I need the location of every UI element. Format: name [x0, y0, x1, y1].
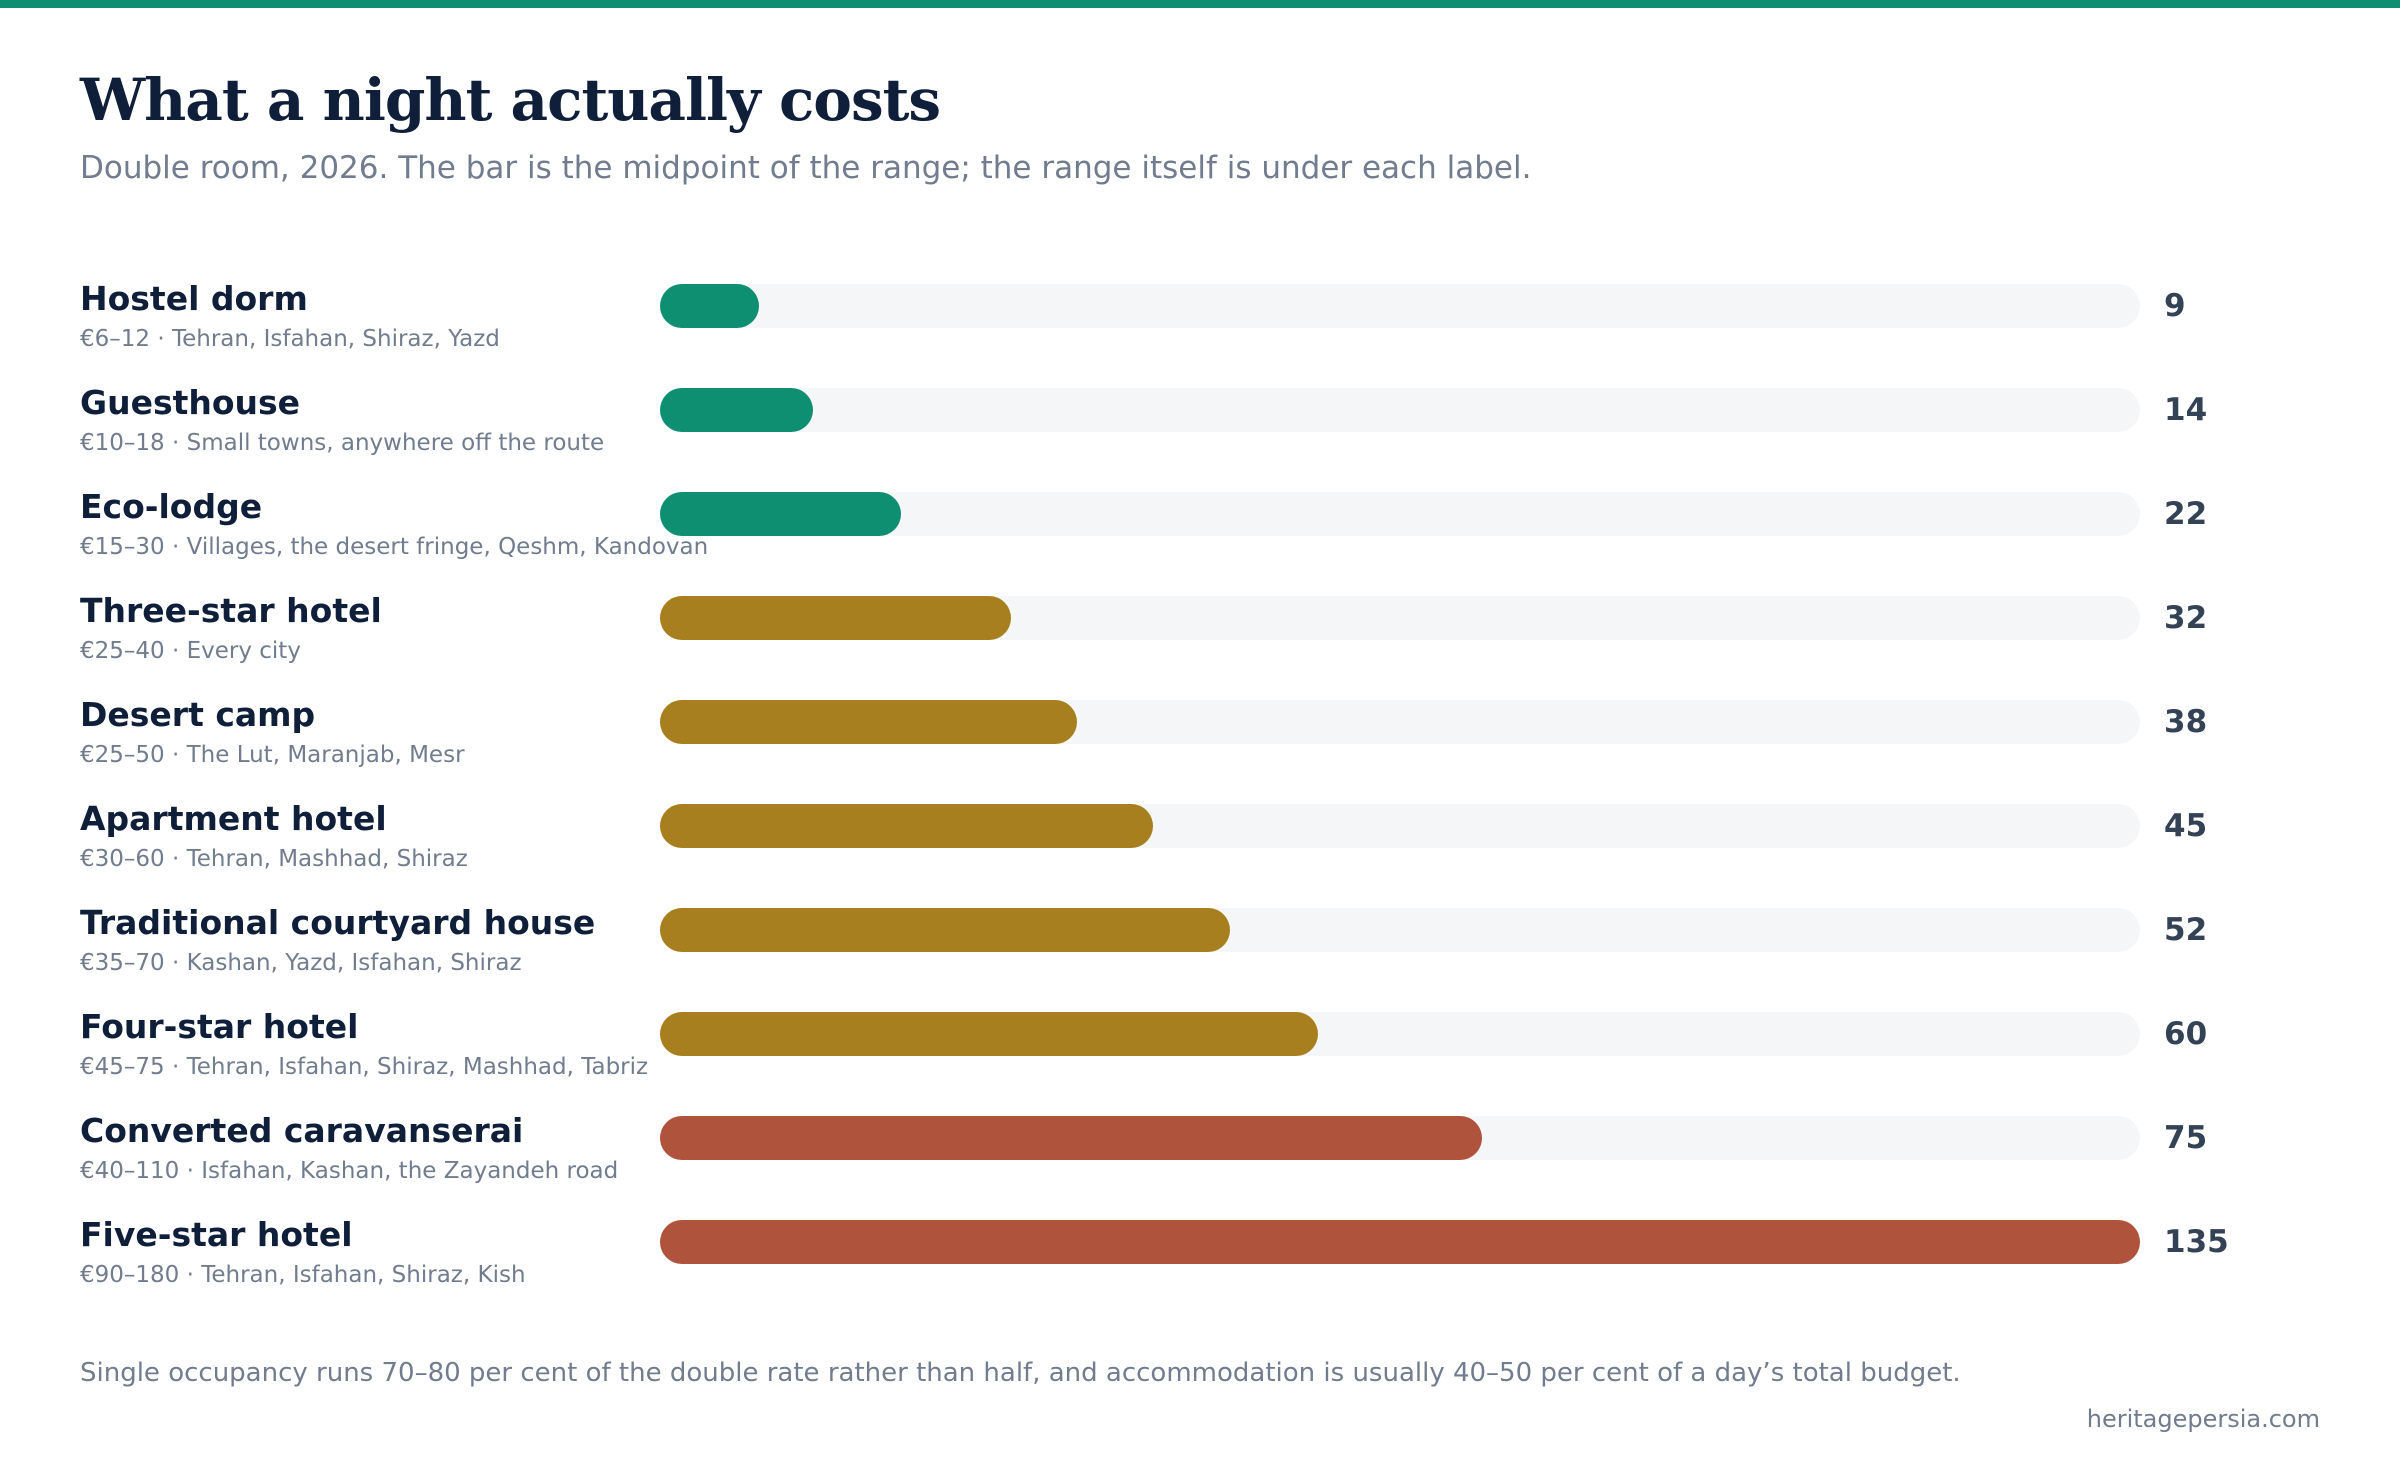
bar: [660, 700, 1077, 744]
price-range-note: €10–18 · Small towns, anywhere off the r…: [80, 430, 605, 456]
category-label: Five-star hotel: [80, 1215, 353, 1254]
price-range-note: €25–40 · Every city: [80, 638, 301, 664]
category-label: Guesthouse: [80, 383, 301, 422]
chart-row: Converted caravanserai €40–110 · Isfahan,…: [0, 1092, 2400, 1196]
value-label: 9: [2164, 288, 2186, 324]
chart-row: Four-star hotel €45–75 · Tehran, Isfahan,…: [0, 988, 2400, 1092]
chart-row: Guesthouse €10–18 · Small towns, anywhere…: [0, 364, 2400, 468]
category-label: Desert camp: [80, 695, 316, 734]
chart-row: Three-star hotel €25–40 · Every city 32: [0, 572, 2400, 676]
price-range-note: €6–12 · Tehran, Isfahan, Shiraz, Yazd: [80, 326, 500, 352]
chart-row: Hostel dorm €6–12 · Tehran, Isfahan, Shir…: [0, 260, 2400, 364]
bar-track: [660, 1116, 2140, 1160]
chart-row: Traditional courtyard house €35–70 · Kash…: [0, 884, 2400, 988]
chart-row: Desert camp €25–50 · The Lut, Maranjab, M…: [0, 676, 2400, 780]
bar-track: [660, 1220, 2140, 1264]
bar: [660, 1012, 1318, 1056]
value-label: 38: [2164, 704, 2208, 740]
price-range-note: €25–50 · The Lut, Maranjab, Mesr: [80, 742, 465, 768]
category-label: Traditional courtyard house: [80, 903, 596, 942]
price-range-note: €90–180 · Tehran, Isfahan, Shiraz, Kish: [80, 1262, 526, 1288]
bar-track: [660, 804, 2140, 848]
category-label: Three-star hotel: [80, 591, 382, 630]
price-range-note: €40–110 · Isfahan, Kashan, the Zayandeh …: [80, 1158, 619, 1184]
value-label: 22: [2164, 496, 2208, 532]
value-label: 135: [2164, 1224, 2229, 1260]
chart-row: Apartment hotel €30–60 · Tehran, Mashhad,…: [0, 780, 2400, 884]
bar: [660, 1116, 1482, 1160]
accent-top-bar: [0, 0, 2400, 8]
footnote: Single occupancy runs 70–80 per cent of …: [80, 1358, 1961, 1388]
bar-track: [660, 596, 2140, 640]
bar: [660, 492, 901, 536]
bar-track: [660, 700, 2140, 744]
bar-chart: Hostel dorm €6–12 · Tehran, Isfahan, Shir…: [0, 260, 2400, 1310]
category-label: Apartment hotel: [80, 799, 387, 838]
chart-row: Five-star hotel €90–180 · Tehran, Isfahan…: [0, 1196, 2400, 1300]
value-label: 60: [2164, 1016, 2208, 1052]
bar: [660, 596, 1011, 640]
price-range-note: €15–30 · Villages, the desert fringe, Qe…: [80, 534, 709, 560]
value-label: 52: [2164, 912, 2208, 948]
bar-track: [660, 388, 2140, 432]
bar: [660, 284, 759, 328]
value-label: 75: [2164, 1120, 2208, 1156]
category-label: Eco-lodge: [80, 487, 263, 526]
chart-row: Eco-lodge €15–30 · Villages, the desert f…: [0, 468, 2400, 572]
bar-track: [660, 1012, 2140, 1056]
value-label: 14: [2164, 392, 2208, 428]
source-credit: heritagepersia.com: [2086, 1405, 2320, 1433]
bar: [660, 908, 1230, 952]
bar-track: [660, 908, 2140, 952]
price-range-note: €45–75 · Tehran, Isfahan, Shiraz, Mashha…: [80, 1054, 649, 1080]
chart-title: What a night actually costs: [80, 66, 941, 134]
bar-track: [660, 284, 2140, 328]
bar: [660, 388, 813, 432]
bar: [660, 1220, 2140, 1264]
category-label: Hostel dorm: [80, 279, 308, 318]
bar-track: [660, 492, 2140, 536]
price-range-note: €30–60 · Tehran, Mashhad, Shiraz: [80, 846, 468, 872]
bar: [660, 804, 1153, 848]
category-label: Converted caravanserai: [80, 1111, 524, 1150]
value-label: 32: [2164, 600, 2208, 636]
value-label: 45: [2164, 808, 2208, 844]
chart-subtitle: Double room, 2026. The bar is the midpoi…: [80, 150, 1532, 186]
category-label: Four-star hotel: [80, 1007, 359, 1046]
price-range-note: €35–70 · Kashan, Yazd, Isfahan, Shiraz: [80, 950, 522, 976]
